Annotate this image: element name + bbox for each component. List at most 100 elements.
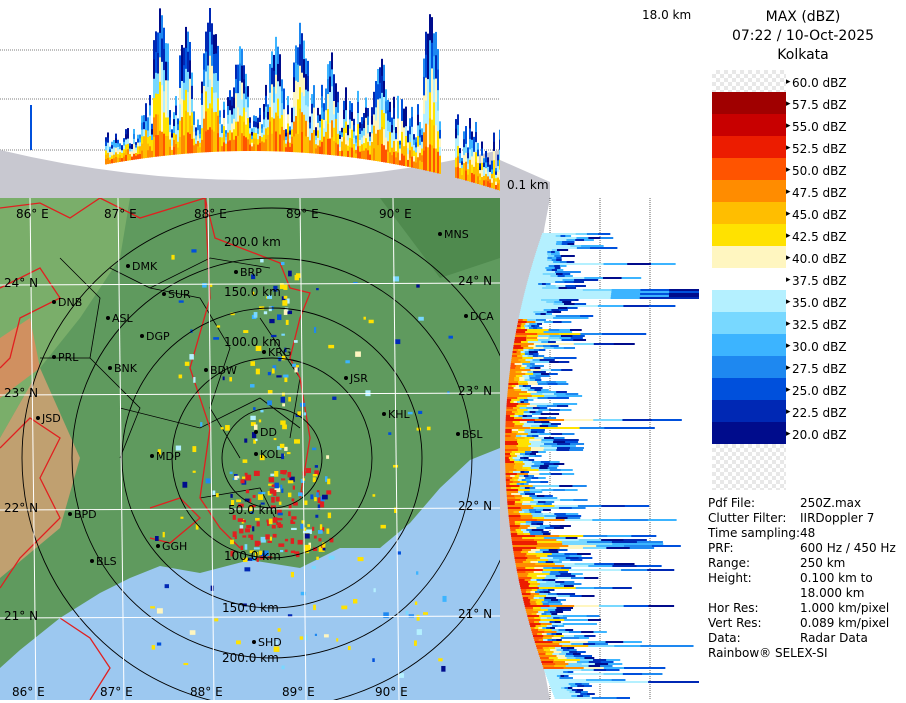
top-reflectivity-column	[377, 145, 379, 162]
right-reflectivity-row	[583, 643, 597, 645]
right-reflectivity-row	[506, 399, 513, 401]
city-label: DMK	[132, 260, 158, 273]
top-reflectivity-column	[143, 129, 145, 138]
right-reflectivity-row	[575, 587, 596, 589]
right-reflectivity-row	[559, 265, 567, 267]
right-reflectivity-row	[525, 607, 535, 609]
right-reflectivity-row	[526, 321, 537, 323]
top-reflectivity-column	[309, 122, 311, 130]
top-reflectivity-column	[125, 129, 127, 136]
top-reflectivity-column	[325, 142, 327, 155]
radar-echo	[303, 527, 307, 534]
right-reflectivity-row	[578, 539, 603, 541]
right-reflectivity-row	[561, 687, 566, 689]
top-reflectivity-column	[111, 145, 113, 150]
top-reflectivity-column	[455, 157, 457, 169]
right-reflectivity-row	[563, 271, 573, 273]
right-reflectivity-row	[553, 393, 567, 395]
right-reflectivity-row	[505, 433, 518, 435]
top-reflectivity-column	[483, 167, 485, 173]
right-reflectivity-row	[530, 313, 537, 315]
right-reflectivity-row	[531, 477, 540, 479]
right-reflectivity-row	[505, 435, 512, 437]
right-reflectivity-row	[560, 647, 569, 649]
top-reflectivity-column	[167, 61, 169, 82]
right-reflectivity-row	[570, 559, 583, 561]
right-reflectivity-row	[554, 253, 560, 255]
right-reflectivity-row	[569, 649, 577, 651]
right-reflectivity-row	[555, 273, 564, 275]
right-reflectivity-row	[536, 603, 544, 605]
top-reflectivity-column	[149, 146, 151, 158]
right-reflectivity-row	[507, 395, 521, 397]
radar-echo	[248, 534, 253, 538]
right-reflectivity-row	[551, 633, 558, 635]
right-reflectivity-row	[544, 591, 550, 593]
radar-echo	[232, 514, 236, 520]
right-reflectivity-row	[555, 683, 564, 685]
top-reflectivity-column	[231, 114, 233, 125]
right-reflectivity-row	[582, 547, 608, 549]
right-reflectivity-row	[506, 407, 514, 409]
top-reflectivity-column	[159, 130, 161, 157]
radar-echo	[259, 556, 265, 560]
right-reflectivity-row	[554, 647, 562, 649]
right-reflectivity-row	[524, 605, 551, 607]
right-reflectivity-row	[532, 635, 545, 637]
radar-echo	[319, 524, 323, 530]
right-reflectivity-row	[543, 463, 555, 465]
right-reflectivity-row	[520, 361, 532, 363]
right-reflectivity-row	[524, 351, 530, 353]
right-reflectivity-row	[627, 263, 652, 265]
right-reflectivity-row	[564, 581, 575, 583]
right-reflectivity-row	[530, 417, 540, 419]
top-reflectivity-column	[203, 86, 205, 104]
top-reflectivity-column	[409, 126, 411, 136]
right-reflectivity-row	[543, 635, 555, 637]
right-reflectivity-row	[567, 647, 575, 649]
top-reflectivity-column	[217, 133, 219, 152]
top-reflectivity-column	[211, 87, 213, 110]
radar-echo	[280, 261, 285, 266]
right-reflectivity-row	[519, 387, 526, 389]
top-reflectivity-column	[389, 111, 391, 124]
right-reflectivity-row	[536, 527, 547, 529]
top-reflectivity-column	[473, 166, 475, 176]
top-reflectivity-column	[111, 148, 113, 154]
radar-echo	[278, 501, 282, 505]
top-reflectivity-column	[149, 125, 151, 138]
city-marker	[456, 432, 460, 436]
top-reflectivity-column	[335, 142, 337, 156]
radar-echo	[273, 490, 277, 496]
top-reflectivity-column	[255, 133, 257, 140]
info-key: Time sampling:	[708, 526, 801, 540]
radar-echo	[271, 496, 275, 503]
right-reflectivity-row	[538, 257, 545, 259]
right-reflectivity-row	[510, 531, 518, 533]
right-reflectivity-row	[505, 419, 536, 421]
right-reflectivity-row	[514, 555, 527, 557]
right-reflectivity-row	[528, 277, 549, 279]
right-reflectivity-row	[540, 565, 566, 567]
right-reflectivity-row	[562, 241, 569, 243]
right-reflectivity-row	[546, 235, 552, 237]
right-reflectivity-row	[560, 679, 575, 681]
top-reflectivity-column	[205, 91, 207, 113]
right-reflectivity-row	[574, 615, 588, 617]
top-reflectivity-column	[175, 134, 177, 146]
city-label: SHD	[258, 636, 282, 649]
right-reflectivity-row	[553, 489, 566, 491]
city-marker	[68, 512, 72, 516]
top-reflectivity-column	[107, 137, 109, 144]
right-reflectivity-row	[505, 427, 532, 429]
top-reflectivity-column	[139, 146, 141, 152]
right-reflectivity-row	[640, 293, 671, 295]
right-reflectivity-row	[520, 307, 532, 309]
top-reflectivity-column	[469, 128, 471, 140]
right-reflectivity-row	[558, 287, 568, 289]
top-reflectivity-column	[481, 162, 483, 171]
right-reflectivity-row	[548, 239, 559, 241]
top-reflectivity-column	[195, 143, 197, 149]
radar-echo	[394, 507, 398, 513]
top-reflectivity-column	[167, 117, 169, 137]
